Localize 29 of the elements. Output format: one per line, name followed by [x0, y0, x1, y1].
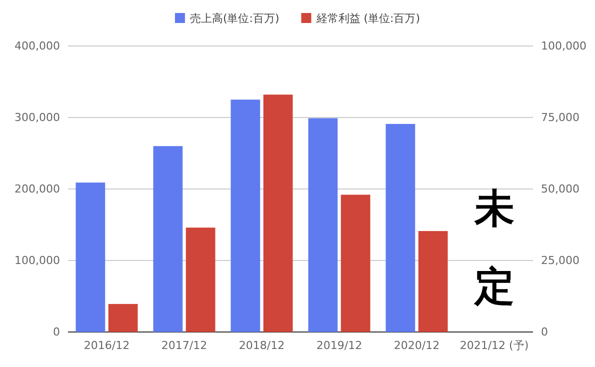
y-tick-label: 300,000 — [14, 111, 60, 124]
y-tick-label: 100,000 — [14, 254, 60, 268]
bar — [263, 94, 293, 332]
x-tick-label: 2020/12 — [394, 338, 440, 352]
x-tick-label: 2017/12 — [161, 338, 208, 352]
bar — [340, 194, 370, 332]
y2-tick-label: 50,000 — [541, 182, 580, 196]
y2-tick-label: 25,000 — [541, 254, 580, 268]
y-tick-label: 0 — [53, 326, 60, 339]
bar — [76, 182, 106, 332]
annotation: 未定 — [473, 186, 514, 310]
y2-tick-label: 75,000 — [541, 111, 580, 124]
y2-tick-label: 100,000 — [541, 40, 586, 53]
y-tick-label: 400,000 — [14, 40, 60, 53]
legend-label: 売上高(単位:百万) — [190, 12, 280, 25]
y-tick-label: 200,000 — [14, 182, 60, 196]
bar — [386, 124, 416, 332]
x-tick-label: 2019/12 — [316, 338, 362, 352]
bar — [230, 100, 260, 332]
x-tick-label: 2021/12 (予) — [460, 338, 529, 352]
bar — [308, 118, 338, 332]
x-tick-label: 2016/12 — [84, 338, 130, 352]
y2-tick-label: 0 — [541, 326, 548, 339]
bar — [153, 146, 183, 332]
legend-label: 経常利益 (単位:百万) — [315, 12, 420, 25]
bar — [186, 228, 216, 332]
bar — [418, 231, 448, 332]
bar — [108, 304, 138, 332]
x-tick-label: 2018/12 — [238, 338, 285, 352]
